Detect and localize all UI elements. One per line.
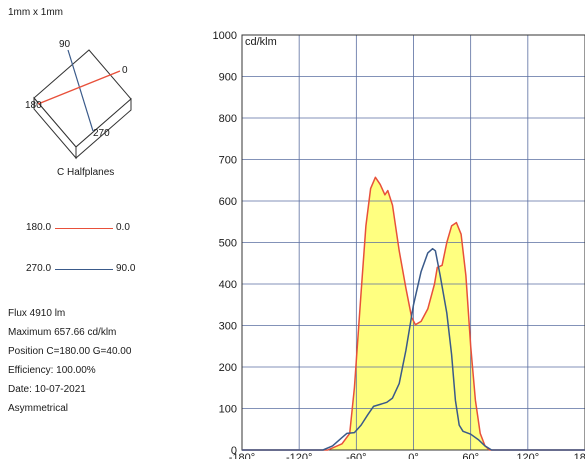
box-label-0: 0: [122, 65, 128, 76]
y-tick-label: 900: [219, 72, 237, 84]
box-front-face: [75, 97, 132, 160]
x-tick-label: 180°: [574, 452, 585, 459]
c0-c180-line: [37, 70, 121, 105]
legend-c180-c0-swatch: [55, 228, 113, 229]
y-tick-label: 600: [219, 196, 237, 208]
series-c0-c180-line: [242, 176, 585, 451]
y-tick-label: 100: [219, 404, 237, 416]
y-tick-label: 400: [219, 279, 237, 291]
y-axis-unit-label: cd/klm: [245, 36, 277, 48]
info-date: Date: 10-07-2021: [8, 384, 86, 395]
x-tick-label: -180°: [229, 452, 255, 459]
x-tick-label: -120°: [286, 452, 312, 459]
x-tick-label: 60°: [462, 452, 479, 459]
y-tick-label: 200: [219, 362, 237, 374]
size-label: 1mm x 1mm: [8, 7, 63, 18]
legend-c0-label: 0.0: [116, 222, 130, 233]
halfplanes-title: C Halfplanes: [57, 167, 115, 178]
c90-c270-line: [67, 49, 94, 132]
info-symmetry: Asymmetrical: [8, 403, 69, 414]
info-maximum: Maximum 657.66 cd/klm: [8, 327, 117, 338]
x-tick-label: 0°: [408, 452, 419, 459]
info-flux: Flux 4910 lm: [8, 308, 66, 319]
info-position: Position C=180.00 G=40.00: [8, 346, 132, 357]
info-efficiency: Efficiency: 100.00%: [8, 365, 96, 376]
x-tick-label: 120°: [516, 452, 539, 459]
plot-frame: [241, 34, 585, 451]
y-tick-label: 1000: [213, 30, 237, 42]
box-label-180: 180: [25, 100, 42, 111]
y-tick-label: 300: [219, 321, 237, 333]
y-tick-label: 800: [219, 113, 237, 125]
box-label-270: 270: [93, 128, 110, 139]
y-tick-label: 700: [219, 155, 237, 167]
y-tick-label: 500: [219, 238, 237, 250]
box-label-90: 90: [59, 39, 71, 50]
series-c90-c270-line: [242, 247, 585, 451]
x-tick-label: -60°: [346, 452, 366, 459]
legend-c270-label: 270.0: [26, 263, 52, 274]
legend-c90-label: 90.0: [116, 263, 136, 274]
legend-c270-c90-swatch: [55, 269, 113, 270]
y-tick-label: 0: [231, 445, 237, 457]
legend-c180-label: 180.0: [26, 222, 52, 233]
c-halfplanes-box-diagram: [33, 49, 132, 160]
